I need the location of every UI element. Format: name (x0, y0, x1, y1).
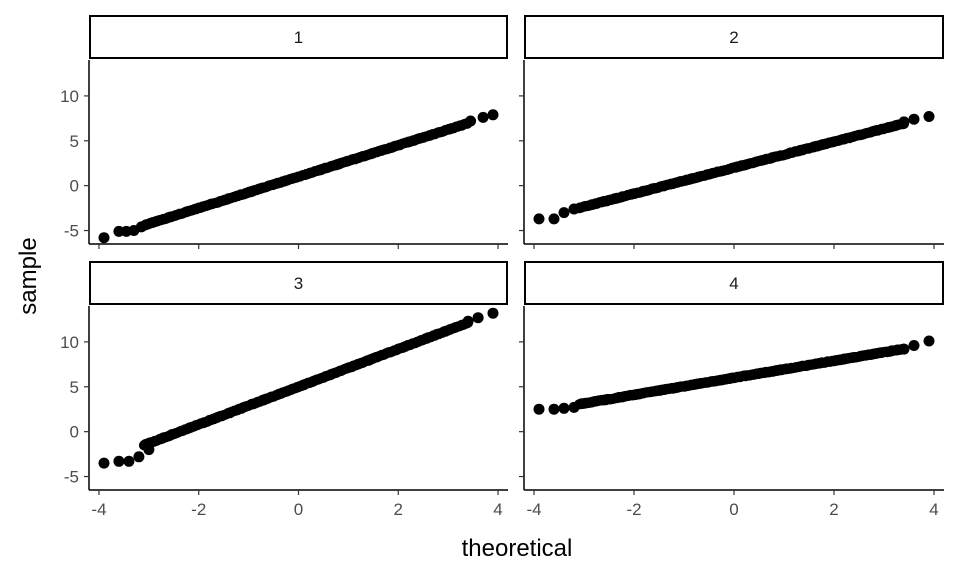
facet-strip-2 (524, 15, 944, 59)
qq-tail-point (133, 451, 145, 463)
qq-tail-point (548, 213, 560, 225)
facet-panel-3: 3 -5 0 5 10 -4 -2 0 2 4 (60, 261, 508, 519)
facet-strip-1 (89, 15, 508, 59)
y-tick-label: -5 (64, 222, 79, 241)
qq-tail-point (533, 403, 545, 415)
x-tick-label: 4 (493, 500, 502, 519)
qq-point-cloud-1 (138, 118, 474, 231)
y-tick-label: 0 (70, 177, 79, 196)
x-axis-title: theoretical (462, 535, 573, 562)
qq-tail-point (548, 403, 560, 415)
qq-tail-point (487, 109, 499, 121)
facet-strip-label-1: 1 (294, 28, 303, 47)
facet-panel-4: 4 -4 -2 0 2 4 (519, 261, 944, 519)
qq-tail-point (462, 315, 474, 327)
facet-strip-3 (89, 261, 508, 305)
x-tick-label: 2 (394, 500, 403, 519)
qq-tail-point (98, 457, 110, 469)
qq-tail-point (908, 340, 920, 351)
x-tick-label: 2 (829, 500, 838, 519)
qq-point-cloud-4 (574, 343, 909, 410)
qq-tail-point (123, 455, 135, 467)
y-tick-label: -5 (64, 468, 79, 487)
y-axis-title: sample (15, 237, 42, 314)
qq-tail-point (135, 221, 147, 233)
facet-panel-1: 1 -5 0 5 10 (60, 15, 508, 249)
y-tick-label: 5 (70, 132, 79, 151)
facet-strip-label-4: 4 (729, 274, 738, 293)
x-tick-label: 0 (729, 500, 738, 519)
qq-tail-point (143, 444, 155, 456)
qq-tail-point (558, 402, 570, 414)
y-tick-label: 10 (60, 333, 79, 352)
qq-tail-point (472, 312, 484, 324)
x-tick-label: -2 (191, 500, 206, 519)
qq-tail-point (487, 307, 499, 319)
y-tick-label: 10 (60, 87, 79, 106)
x-tick-label: 0 (294, 500, 303, 519)
qq-point-cloud-2 (574, 118, 909, 214)
y-tick-label: 0 (70, 423, 79, 442)
qq-tail-point (898, 116, 910, 128)
qq-tail-point (533, 213, 545, 225)
facet-strip-4 (524, 261, 944, 305)
facet-strip-label-2: 2 (729, 28, 738, 47)
qq-tail-point (477, 111, 489, 123)
qq-tail-point (113, 455, 125, 467)
facet-panel-2: 2 (519, 15, 944, 249)
x-tick-label: -4 (91, 500, 106, 519)
y-tick-label: 5 (70, 378, 79, 397)
facet-strip-label-3: 3 (294, 274, 303, 293)
x-tick-label: -4 (526, 500, 541, 519)
qq-point-cloud-3 (138, 317, 474, 451)
qq-tail-point (98, 232, 110, 244)
x-tick-label: 4 (929, 500, 938, 519)
qq-tail-point (568, 401, 580, 413)
qq-tail-point (923, 335, 935, 347)
x-tick-label: -2 (626, 500, 641, 519)
qq-tail-point (465, 115, 477, 127)
qq-tail-point (568, 203, 580, 215)
facet-grid: 1 -5 0 5 10 2 3 -5 0 5 10 -4 -2 0 2 4 4 -4 -2 0 2 4 (60, 15, 944, 519)
qq-tail-point (908, 113, 920, 125)
qq-tail-point (898, 343, 910, 355)
qq-tail-point (923, 111, 935, 122)
qq-tail-point (558, 207, 570, 219)
